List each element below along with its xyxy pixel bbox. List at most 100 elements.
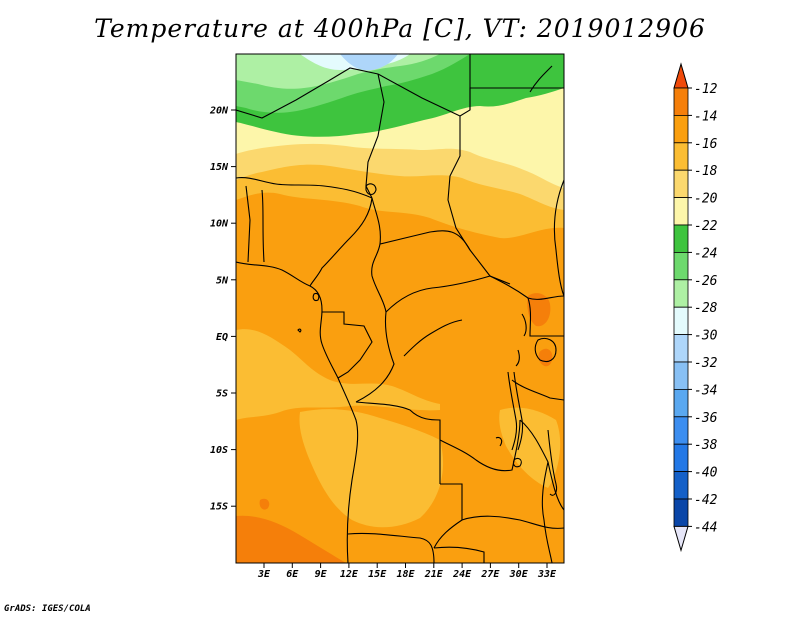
lon-label: 33E xyxy=(537,569,557,580)
colorbar-segment xyxy=(673,224,689,253)
colorbar-label: -42 xyxy=(694,493,718,508)
colorbar-segment xyxy=(673,388,689,418)
border-libya-sudan xyxy=(377,73,564,117)
colorbar-top-arrow xyxy=(673,62,689,89)
lon-label: 18E xyxy=(396,569,415,580)
border-zimbabwe xyxy=(461,515,564,529)
colorbar-label: -22 xyxy=(694,219,718,234)
field-ne-green xyxy=(470,54,564,97)
border-nigeria-niger xyxy=(236,177,373,199)
border-car-drc xyxy=(385,275,491,313)
lake-bangweulu xyxy=(512,457,522,468)
lake-tanganyika-e xyxy=(513,371,524,451)
coastline-west xyxy=(236,261,359,563)
border-cameroon-car xyxy=(371,197,387,313)
latitude-axis: 20N 15N 10N 5N EQ 5S 10S 15S xyxy=(209,106,236,513)
field-patch-e xyxy=(499,407,561,488)
lat-label: EQ xyxy=(216,332,228,343)
lat-label: 5S xyxy=(216,389,228,400)
lat-label: 10N xyxy=(210,219,229,230)
colorbar-segment xyxy=(673,169,689,198)
colorbar-label: -12 xyxy=(694,82,718,97)
border-nigeria-cameroon xyxy=(309,197,373,287)
lon-label: 15E xyxy=(368,569,387,580)
lake-tanganyika xyxy=(507,371,518,451)
border-drc-angola xyxy=(355,401,441,484)
colorbar-label: -18 xyxy=(694,164,718,179)
map-title: Temperature at 400hPa [C], VT: 201901290… xyxy=(94,14,706,43)
border-chad-sudan xyxy=(447,116,511,285)
field-plateau-s xyxy=(299,409,444,528)
lon-label: 24E xyxy=(452,569,472,580)
map-frame xyxy=(235,53,565,564)
longitude-axis: 3E 6E 9E 12E 15E 18E 21E 24E 27E 30E 33E xyxy=(257,563,557,580)
colorbar-segment xyxy=(673,361,689,390)
colorbar-label: -28 xyxy=(694,301,718,316)
lon-label: 21E xyxy=(424,569,444,580)
lake-chad xyxy=(365,183,377,196)
colorbar-label: -26 xyxy=(694,274,718,289)
field-warm-e1 xyxy=(527,293,551,327)
border-chad-car xyxy=(379,230,471,251)
sao-tome-island xyxy=(297,328,302,333)
field-warm-e2 xyxy=(538,348,553,367)
colorbar-label: -24 xyxy=(694,246,717,261)
lat-label: 10S xyxy=(210,445,228,456)
lat-label: 15S xyxy=(210,502,228,513)
colorbar-bottom-arrow xyxy=(673,525,689,553)
border-botswana xyxy=(433,546,485,563)
colorbar-segment xyxy=(673,306,689,336)
lake-malawi xyxy=(547,429,558,496)
grads-credit: GrADS: IGES/COLA xyxy=(4,604,91,614)
colorbar-segment xyxy=(673,115,689,144)
border-libya-chad xyxy=(365,73,385,199)
border-gabon xyxy=(322,311,373,379)
colorbar-label: -14 xyxy=(694,109,717,124)
border-sudan-ethiopia xyxy=(553,179,564,297)
lat-label: 20N xyxy=(209,106,229,117)
field-warm-s xyxy=(259,498,270,510)
border-togo xyxy=(245,185,251,263)
border-uganda xyxy=(527,297,564,337)
lon-label: 30E xyxy=(509,569,529,580)
lake-albert xyxy=(521,313,527,337)
drc-inner-border xyxy=(403,319,463,357)
colorbar-segment xyxy=(673,498,689,527)
red-sea-coast xyxy=(529,65,553,93)
lat-label: 5N xyxy=(216,275,229,286)
field-tongue-w xyxy=(236,329,440,420)
field-warm-sw xyxy=(236,515,346,563)
colorbar-label: -40 xyxy=(694,466,718,481)
colorbar-segment xyxy=(673,251,689,281)
lon-label: 27E xyxy=(480,569,500,580)
field-band-n30 xyxy=(340,54,398,71)
colorbar-label: -20 xyxy=(694,192,718,207)
border-drc-zambia xyxy=(439,419,521,472)
colorbar-segment xyxy=(673,87,689,116)
colorbar-label: -16 xyxy=(694,137,718,152)
colorbar-label: -38 xyxy=(694,438,718,453)
temperature-field xyxy=(236,54,564,563)
lat-label: 15N xyxy=(210,162,229,173)
bioko-island xyxy=(312,292,320,302)
colorbar-segment xyxy=(673,197,689,226)
border-benin-nigeria xyxy=(261,189,265,263)
colorbar-label: -32 xyxy=(694,356,718,371)
political-boundaries xyxy=(236,54,564,563)
colorbar-segment xyxy=(673,471,689,500)
lake-victoria xyxy=(534,337,557,363)
colorbar-label: -30 xyxy=(694,329,718,344)
border-namibia xyxy=(347,532,435,563)
lake-kivu xyxy=(515,349,520,367)
colorbar-label: -34 xyxy=(694,383,717,398)
lon-label: 3E xyxy=(257,569,271,580)
border-mozambique xyxy=(541,461,553,563)
colorbar-label: -36 xyxy=(694,411,718,426)
lon-label: 6E xyxy=(286,569,299,580)
colorbar: -12 -14 -16 -18 -20 -22 -24 -26 -28 -30 -32 -34 -36 -… xyxy=(673,62,718,553)
lake-mweru xyxy=(495,436,503,447)
border-congo-drc xyxy=(355,311,395,403)
colorbar-label: -44 xyxy=(694,520,717,535)
border-niger-north xyxy=(236,67,379,119)
